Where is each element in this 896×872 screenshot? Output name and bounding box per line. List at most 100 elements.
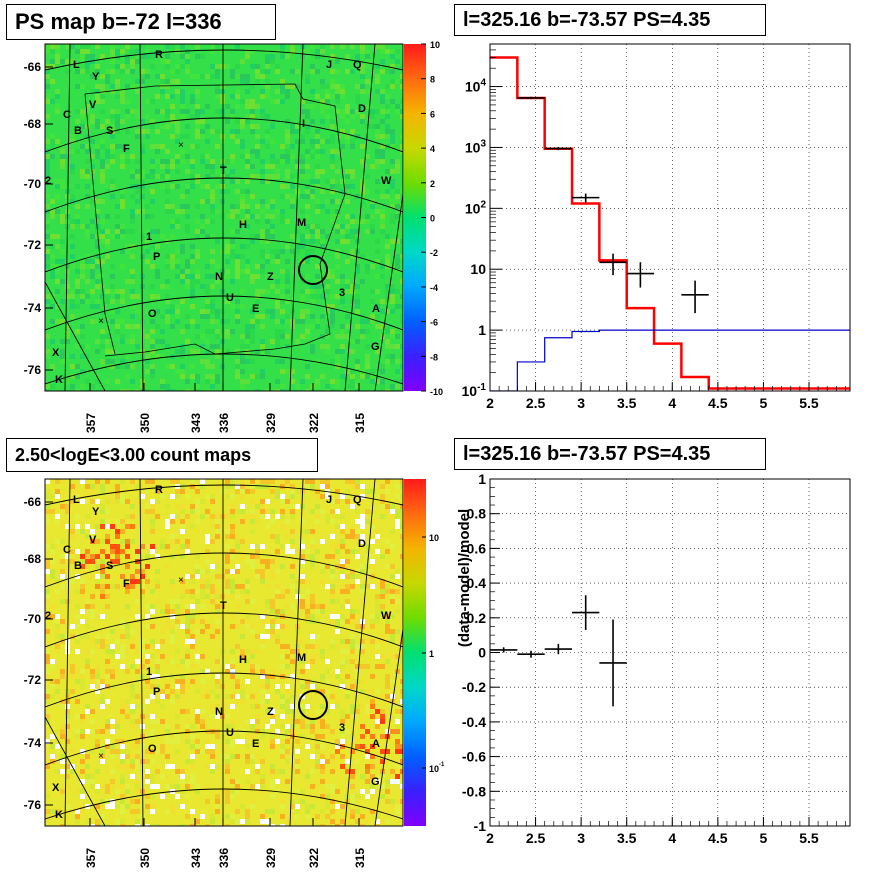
map-pixel: [160, 539, 165, 544]
map-pixel: [385, 784, 390, 789]
map-pixel: [120, 624, 125, 629]
map-pixel: [240, 489, 245, 494]
map-pixel: [205, 214, 210, 219]
map-pixel: [270, 634, 275, 639]
map-pixel: [375, 209, 380, 214]
map-pixel: [375, 719, 380, 724]
map-pixel: [390, 704, 395, 709]
map-pixel: [385, 599, 390, 604]
map-pixel: [75, 69, 80, 74]
map-pixel: [110, 784, 115, 789]
map-pixel: [160, 544, 165, 549]
map-pixel: [200, 99, 205, 104]
map-pixel: [255, 104, 260, 109]
map-pixel: [350, 389, 355, 391]
map-pixel: [315, 209, 320, 214]
map-pixel: [250, 274, 255, 279]
map-pixel: [75, 489, 80, 494]
map-pixel: [285, 644, 290, 649]
map-pixel: [315, 129, 320, 134]
map-pixel: [285, 634, 290, 639]
map-pixel: [190, 754, 195, 759]
map-pixel: [225, 159, 230, 164]
map-pixel: [360, 704, 365, 709]
map-pixel: [345, 674, 350, 679]
map-pixel: [110, 499, 115, 504]
map-pixel: [270, 234, 275, 239]
x-tick-label: 4: [668, 395, 676, 411]
map-pixel: [295, 229, 300, 234]
map-pixel: [300, 124, 305, 129]
map-pixel: [400, 189, 403, 194]
map-pixel: [110, 769, 115, 774]
map-pixel: [45, 569, 50, 574]
map-pixel: [85, 169, 90, 174]
map-pixel: [395, 234, 400, 239]
map-pixel: [50, 274, 55, 279]
map-pixel: [175, 679, 180, 684]
map-pixel: [260, 734, 265, 739]
map-pixel: [320, 229, 325, 234]
map-pixel: [340, 724, 345, 729]
map-pixel: [360, 564, 365, 569]
map-pixel: [165, 229, 170, 234]
x-tick-label: 336: [217, 413, 231, 433]
map-pixel: [365, 264, 370, 269]
map-pixel: [250, 389, 255, 391]
map-pixel: [95, 94, 100, 99]
meridian-line: [344, 479, 376, 826]
map-pixel: [75, 129, 80, 134]
map-pixel: [75, 554, 80, 559]
map-pixel: [95, 674, 100, 679]
map-pixel: [145, 774, 150, 779]
map-pixel: [185, 314, 190, 319]
map-pixel: [245, 824, 250, 826]
map-pixel: [315, 634, 320, 639]
map-pixel: [110, 179, 115, 184]
map-pixel: [100, 489, 105, 494]
map-pixel: [225, 249, 230, 254]
map-pixel: [195, 389, 200, 391]
y-tick-label: -76: [24, 798, 42, 812]
map-pixel: [120, 149, 125, 154]
map-pixel: [230, 699, 235, 704]
map-pixel: [190, 714, 195, 719]
map-pixel: [325, 584, 330, 589]
map-pixel: [130, 504, 135, 509]
map-pixel: [55, 614, 60, 619]
map-pixel: [260, 109, 265, 114]
map-pixel: [175, 674, 180, 679]
map-pixel: [135, 489, 140, 494]
source-label-H: H: [239, 654, 247, 666]
map-pixel: [60, 354, 65, 359]
map-pixel: [170, 739, 175, 744]
map-pixel: [345, 689, 350, 694]
map-pixel: [145, 139, 150, 144]
colorbar-tick-label: 6: [430, 109, 435, 119]
map-pixel: [315, 734, 320, 739]
map-pixel: [345, 639, 350, 644]
map-pixel: [305, 224, 310, 229]
map-pixel: [50, 754, 55, 759]
map-pixel: [320, 729, 325, 734]
map-pixel: [220, 684, 225, 689]
map-pixel: [310, 139, 315, 144]
map-pixel: [260, 614, 265, 619]
map-pixel: [110, 674, 115, 679]
map-pixel: [190, 744, 195, 749]
map-pixel: [285, 819, 290, 824]
map-pixel: [165, 619, 170, 624]
map-pixel: [95, 729, 100, 734]
map-pixel: [140, 589, 145, 594]
map-pixel: [150, 59, 155, 64]
map-pixel: [395, 289, 400, 294]
map-pixel: [365, 364, 370, 369]
map-pixel: [340, 89, 345, 94]
map-pixel: [90, 574, 95, 579]
map-pixel: [310, 349, 315, 354]
map-pixel: [270, 714, 275, 719]
map-pixel: [185, 649, 190, 654]
map-pixel: [135, 579, 140, 584]
x-tick-label: 5.5: [799, 395, 819, 411]
map-pixel: [305, 514, 310, 519]
